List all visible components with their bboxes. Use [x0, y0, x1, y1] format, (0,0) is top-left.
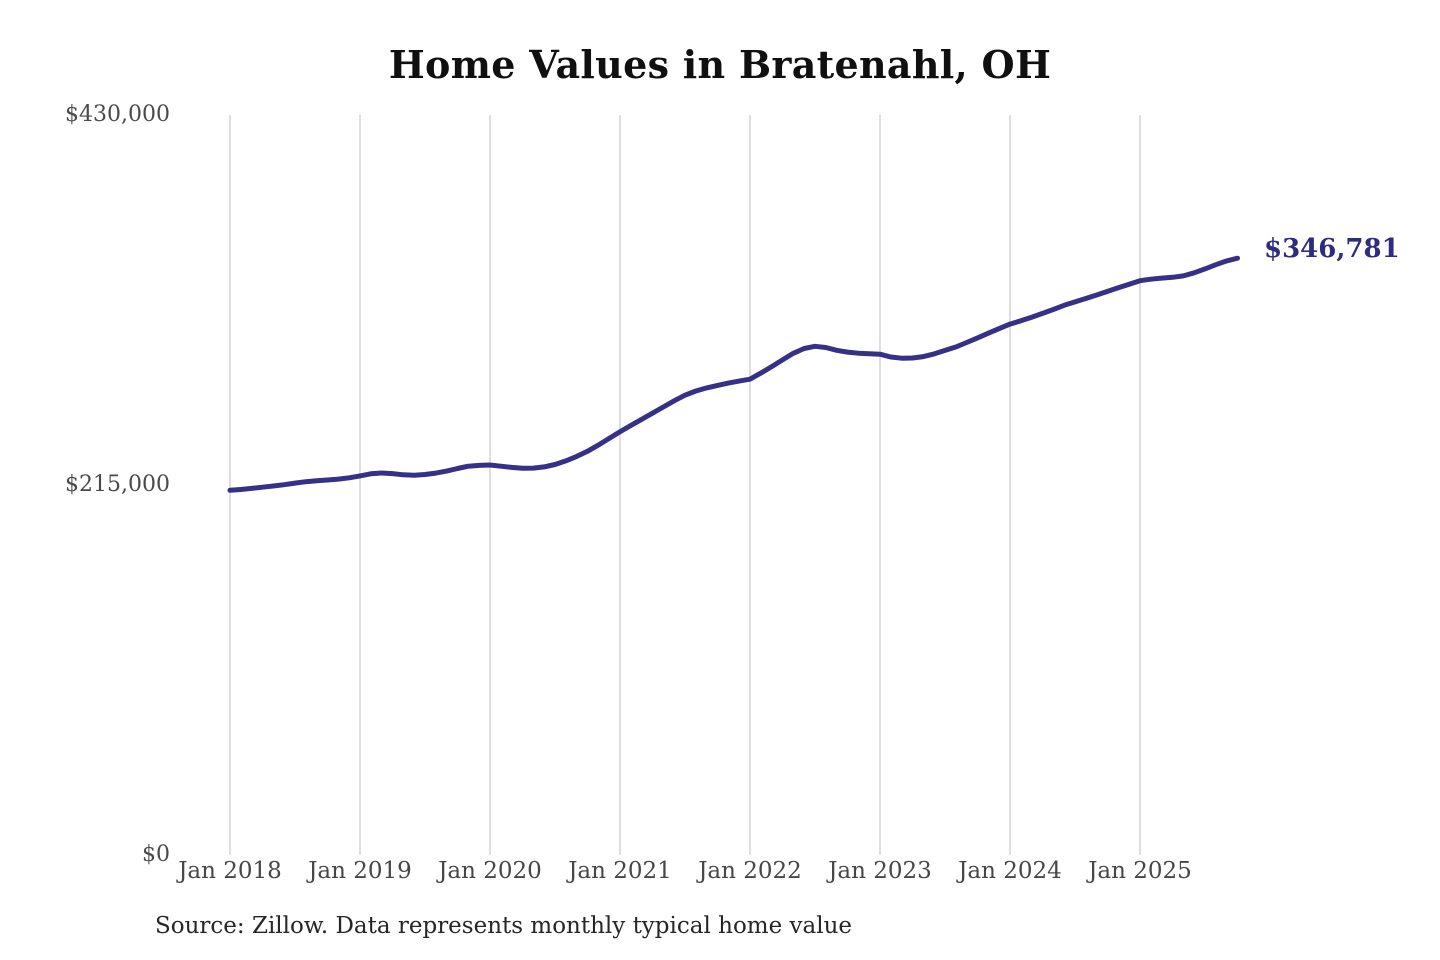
latest-value-label: $346,781: [1264, 234, 1400, 264]
y-axis-tick-215000: $215,000: [65, 472, 170, 497]
x-axis-tick-jan-2020: Jan 2020: [438, 858, 542, 884]
y-axis-tick-0: $0: [142, 842, 170, 867]
y-axis-tick-430000: $430,000: [65, 102, 170, 127]
x-axis-tick-jan-2025: Jan 2025: [1088, 858, 1192, 884]
x-axis-tick-jan-2022: Jan 2022: [698, 858, 802, 884]
x-axis-tick-jan-2024: Jan 2024: [958, 858, 1062, 884]
x-axis-tick-jan-2023: Jan 2023: [828, 858, 932, 884]
x-axis-tick-jan-2018: Jan 2018: [178, 858, 282, 884]
x-axis-tick-jan-2021: Jan 2021: [568, 858, 672, 884]
x-axis-tick-jan-2019: Jan 2019: [308, 858, 412, 884]
chart-title: Home Values in Bratenahl, OH: [388, 42, 1052, 87]
source-note: Source: Zillow. Data represents monthly …: [155, 913, 853, 939]
